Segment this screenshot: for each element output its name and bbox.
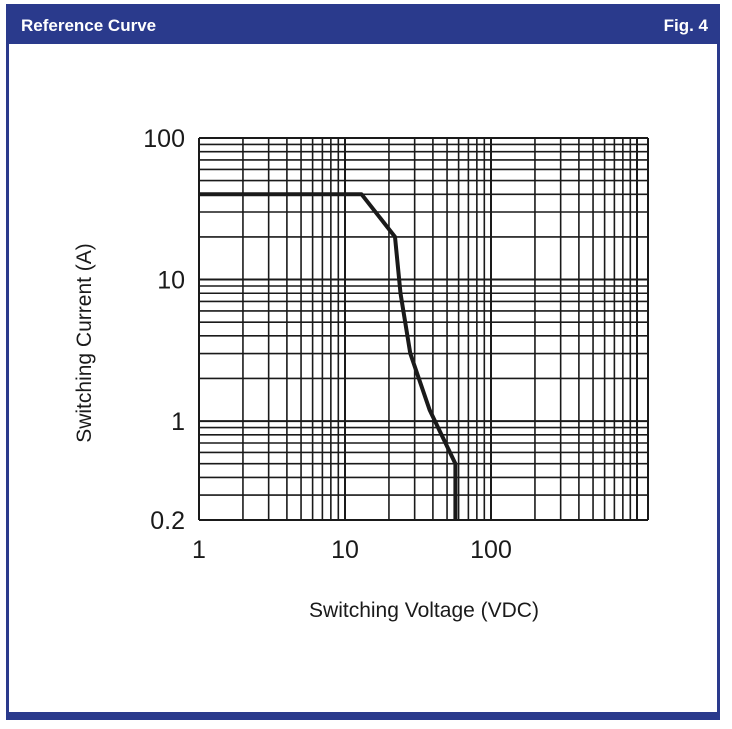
figure-number: Fig. 4 <box>663 16 708 35</box>
figure-frame: Reference Curve Fig. 4 <box>6 4 720 718</box>
figure-header: Reference Curve Fig. 4 <box>9 7 717 44</box>
y-axis-label: Switching Current (A) <box>73 243 96 443</box>
x-tick-label: 10 <box>331 536 359 564</box>
series-line <box>199 192 458 520</box>
y-tick-label: 10 <box>157 267 185 295</box>
x-axis-label: Switching Voltage (VDC) <box>309 599 539 622</box>
figure-bottom-bar <box>6 712 720 720</box>
chart-series <box>199 192 458 520</box>
y-tick-label: 1 <box>171 408 185 436</box>
y-tick-label: 0.2 <box>150 507 185 535</box>
figure-title: Reference Curve <box>21 16 157 35</box>
x-tick-label: 1 <box>192 536 206 564</box>
y-tick-label: 100 <box>143 125 185 153</box>
x-tick-label: 100 <box>470 536 512 564</box>
